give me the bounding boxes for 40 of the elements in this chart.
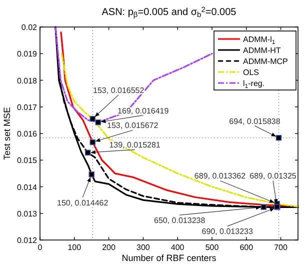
annotation: 690, 0.013233 bbox=[202, 227, 254, 236]
legend-label: OLS bbox=[243, 68, 260, 77]
point bbox=[84, 150, 91, 156]
y-tick-label: 0.018 bbox=[16, 76, 38, 86]
point bbox=[90, 139, 96, 146]
annotation: 689, 0.013362 bbox=[194, 172, 246, 181]
annotation: 153, 0.015672 bbox=[107, 121, 159, 130]
y-tick-label: 0.013 bbox=[16, 209, 38, 218]
point bbox=[276, 134, 282, 141]
x-tick-label: 100 bbox=[68, 243, 82, 252]
y-tick-label: 0.012 bbox=[16, 236, 38, 245]
x-axis-title: Number of RBF centers bbox=[122, 253, 217, 263]
x-tick-label: 600 bbox=[240, 243, 254, 252]
x-tick-label: 500 bbox=[205, 243, 220, 252]
y-tick-label: 0.014 bbox=[16, 182, 38, 192]
x-tick-label: 700 bbox=[274, 243, 288, 252]
chart-title: ASN: p$_{β}$=0.005 and σ$_{b}$$^{2}$=0.005 bbox=[102, 4, 237, 20]
legend-label: ADMM-HT bbox=[243, 46, 281, 55]
legend-label: l$_{1}$-reg. bbox=[243, 79, 265, 90]
y-tick-label: 0.02 bbox=[21, 23, 38, 32]
point bbox=[260, 204, 266, 210]
annotation: 689, 0.01325 bbox=[250, 172, 297, 181]
annotation: 153, 0.016552 bbox=[93, 86, 145, 95]
point bbox=[88, 172, 94, 178]
annotation: 694, 0.015838 bbox=[229, 116, 281, 126]
annotation: 650, 0.013238 bbox=[154, 216, 206, 226]
y-tick-label: 0.017 bbox=[16, 102, 38, 112]
point bbox=[95, 119, 102, 126]
annotation: 150, 0.014462 bbox=[57, 198, 109, 208]
x-tick-label: 200 bbox=[102, 243, 116, 252]
x-tick-label: 400 bbox=[170, 243, 185, 252]
y-tick-label: 0.016 bbox=[16, 130, 38, 138]
y-axis-title: Test set MSE bbox=[2, 106, 12, 160]
x-tick-label: 300 bbox=[136, 243, 150, 252]
y-tick-label: 0.015 bbox=[16, 156, 38, 166]
x-tick-label: 0 bbox=[38, 243, 43, 252]
legend-label: ADMM-l$_{1}$ bbox=[243, 35, 276, 46]
point bbox=[90, 116, 96, 122]
y-tick-label: 0.019 bbox=[16, 50, 38, 59]
legend-label: ADMM-MCP bbox=[243, 57, 288, 66]
